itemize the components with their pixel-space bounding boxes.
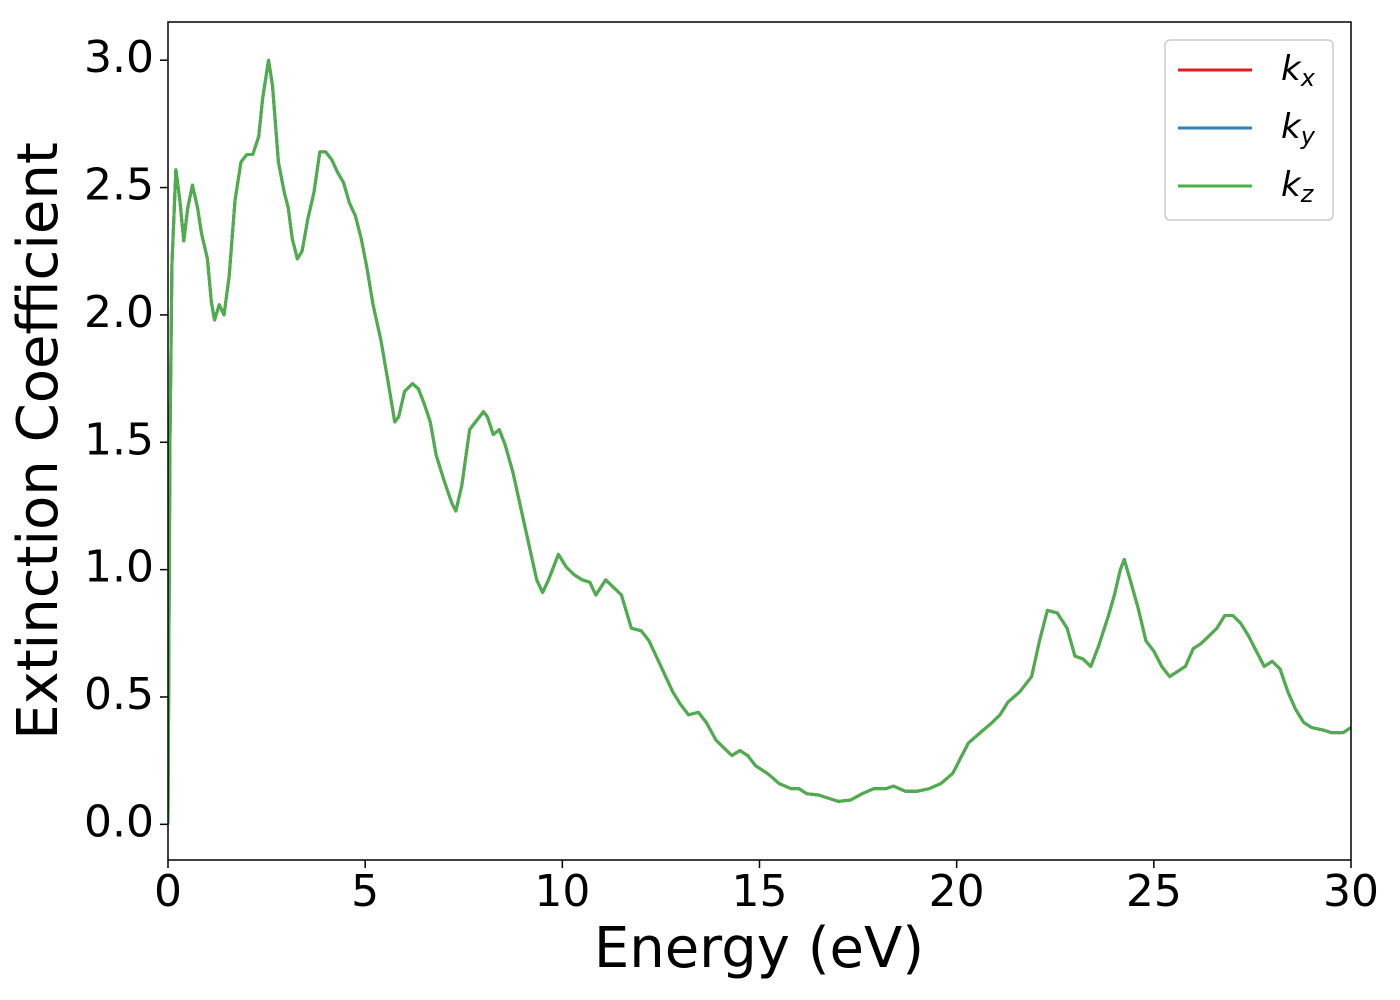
legend-box xyxy=(1164,39,1334,221)
legend-label: ky xyxy=(1281,107,1316,151)
series-line xyxy=(168,58,1351,825)
plot-frame xyxy=(167,21,1352,861)
y-tick-label: 0.0 xyxy=(84,796,154,847)
x-tick-label: 30 xyxy=(1323,866,1379,917)
x-tick-label: 25 xyxy=(1126,866,1182,917)
legend-label: kx xyxy=(1281,49,1316,93)
x-tick-label: 5 xyxy=(351,866,379,917)
x-axis-label: Energy (eV) xyxy=(594,916,924,981)
y-axis-label: Extinction Coefficient xyxy=(6,142,71,740)
y-tick-label: 1.0 xyxy=(84,542,154,593)
x-tick-label: 10 xyxy=(534,866,590,917)
legend-label: kz xyxy=(1281,165,1315,209)
x-tick-label: 20 xyxy=(929,866,985,917)
y-tick-label: 1.5 xyxy=(84,414,154,465)
y-tick-label: 3.0 xyxy=(84,32,154,83)
x-tick-label: 0 xyxy=(154,866,182,917)
y-tick-label: 2.0 xyxy=(84,287,154,338)
y-tick-label: 2.5 xyxy=(84,160,154,211)
y-tick-label: 0.5 xyxy=(84,669,154,720)
x-tick-label: 15 xyxy=(732,866,788,917)
